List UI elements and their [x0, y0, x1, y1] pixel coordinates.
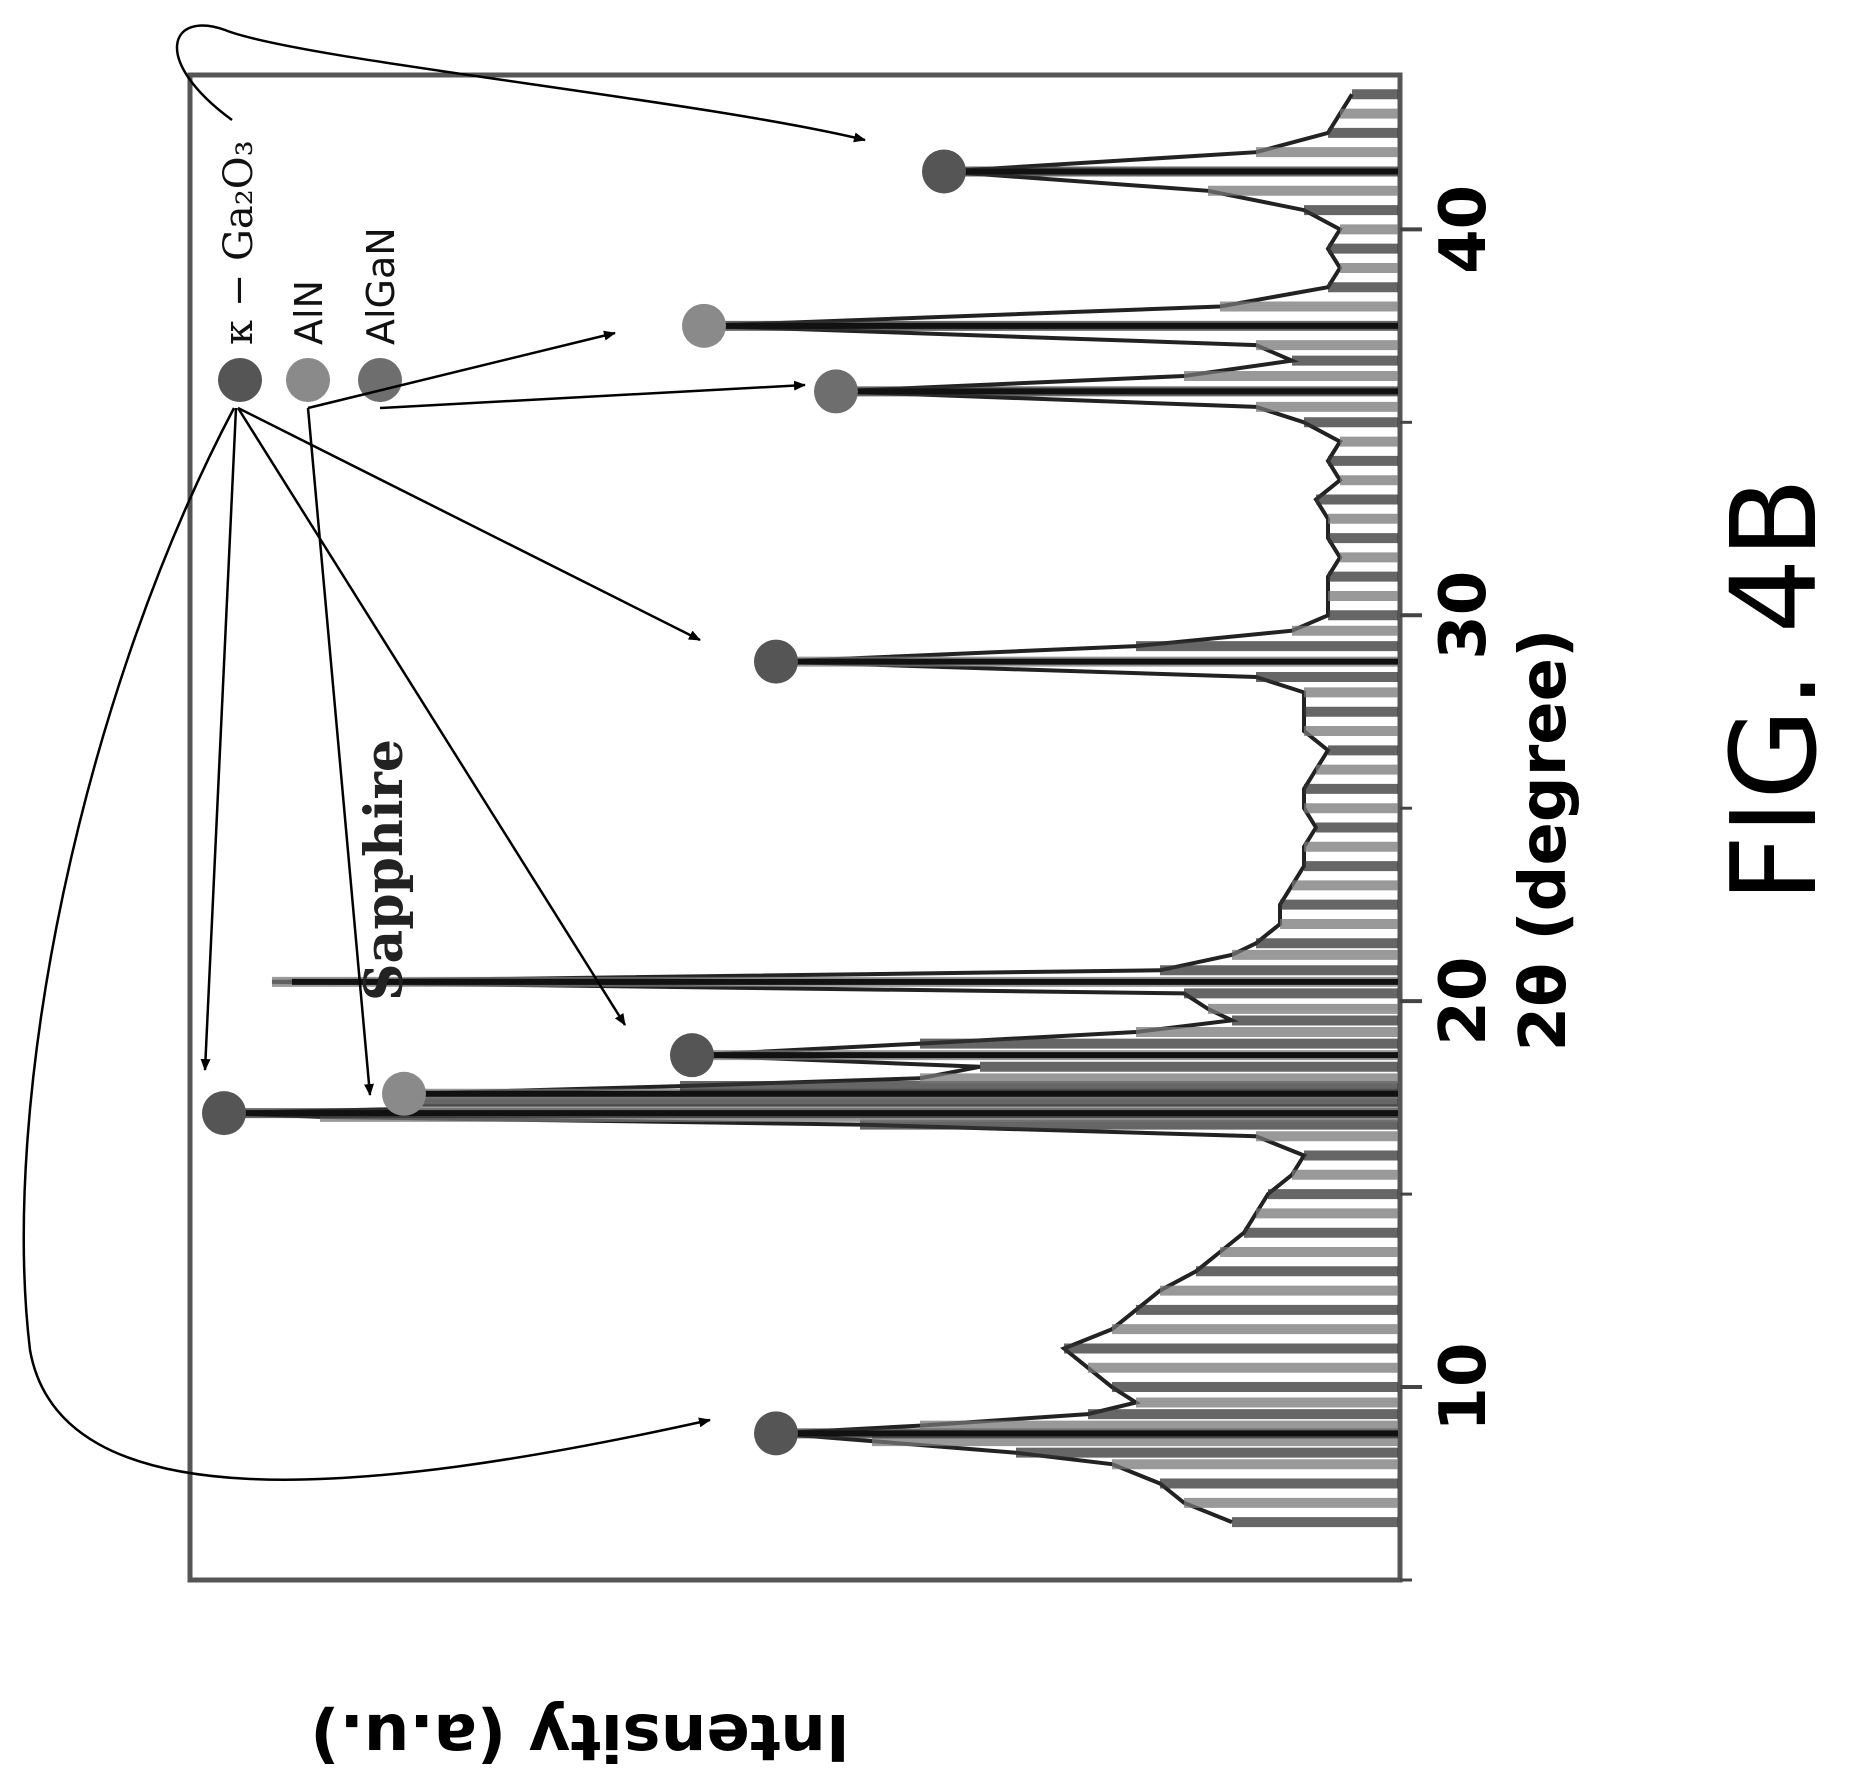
legend-marker-ga2o3 — [218, 358, 262, 402]
x-axis-label: 2θ (degree) — [1507, 629, 1581, 1052]
arrow-ga2o3-8 — [22, 407, 711, 1481]
legend: κ − Ga₂O₃ AlN AlGaN — [216, 140, 403, 402]
peak-marker-7 — [682, 303, 726, 348]
arrow-ga2o3-41 — [175, 24, 866, 143]
x-tick-label-10: 10 — [1427, 1343, 1501, 1432]
figure-caption: FIG. 4B — [1705, 477, 1843, 902]
plot-frame — [187, 72, 1403, 1583]
x-axis-tick-labels: 10 20 30 40 — [1427, 185, 1501, 1432]
y-axis-label: Intensity (a.u.) — [310, 1699, 849, 1773]
connector-arrows — [22, 24, 866, 1481]
legend-label-ga2o3: κ − Ga₂O₃ — [216, 140, 262, 345]
arrow-algan-35 — [379, 380, 806, 410]
legend-label-aln: AlN — [287, 280, 331, 345]
arrow-ga2o3-18 — [236, 407, 627, 1026]
peak-marker-5 — [754, 639, 798, 684]
arrow-ga2o3-17 — [200, 407, 238, 1071]
x-tick-label-40: 40 — [1427, 185, 1501, 274]
arrow-aln-37 — [307, 330, 616, 410]
peak-marker-0 — [754, 1411, 798, 1456]
annotation-sapphire: Sapphire — [354, 739, 415, 1001]
x-tick-label-20: 20 — [1427, 957, 1501, 1046]
x-axis-ticks — [1400, 227, 1422, 1582]
peak-marker-6 — [814, 369, 858, 414]
peak-marker-2 — [382, 1071, 426, 1116]
peak-marker-3 — [670, 1033, 714, 1078]
peak-marker-1 — [202, 1091, 246, 1136]
legend-label-algan: AlGaN — [359, 227, 403, 345]
x-tick-label-30: 30 — [1427, 571, 1501, 660]
peak-marker-8 — [922, 149, 966, 194]
peak-markers — [202, 149, 1398, 1456]
legend-marker-algan — [358, 358, 402, 402]
legend-marker-aln — [286, 358, 330, 402]
arrow-aln-17 — [306, 407, 374, 1096]
arrow-ga2o3-28 — [237, 406, 701, 642]
